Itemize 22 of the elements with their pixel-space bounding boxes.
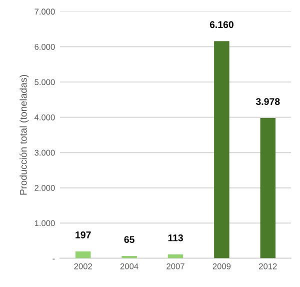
data-label: 6.160 xyxy=(210,21,234,28)
y-tick-label: 5.000 xyxy=(34,79,55,86)
bar xyxy=(260,118,276,258)
x-tick-label: 2009 xyxy=(212,263,231,270)
y-tick-label: 1.000 xyxy=(34,220,55,226)
data-label: 65 xyxy=(124,236,134,243)
x-tick-label: 2002 xyxy=(74,263,92,270)
y-tick-label: 6.000 xyxy=(34,44,55,50)
y-tick-label: 2.000 xyxy=(34,184,55,191)
y-tick-label: 3.000 xyxy=(34,150,55,156)
bar xyxy=(75,251,91,258)
y-tick-label: 4.000 xyxy=(34,114,55,120)
y-tick-label: - xyxy=(52,258,55,260)
data-label: 113 xyxy=(168,234,183,242)
x-tick-label: 2004 xyxy=(120,263,138,270)
x-tick-label: 2007 xyxy=(166,263,184,270)
y-axis-title: Producción total (toneladas) xyxy=(20,74,29,195)
bar xyxy=(214,41,230,258)
y-tick-label: 7.000 xyxy=(34,8,55,15)
data-label: 197 xyxy=(76,231,91,238)
data-label: 3.978 xyxy=(256,98,280,106)
x-tick-label: 2012 xyxy=(259,263,277,270)
